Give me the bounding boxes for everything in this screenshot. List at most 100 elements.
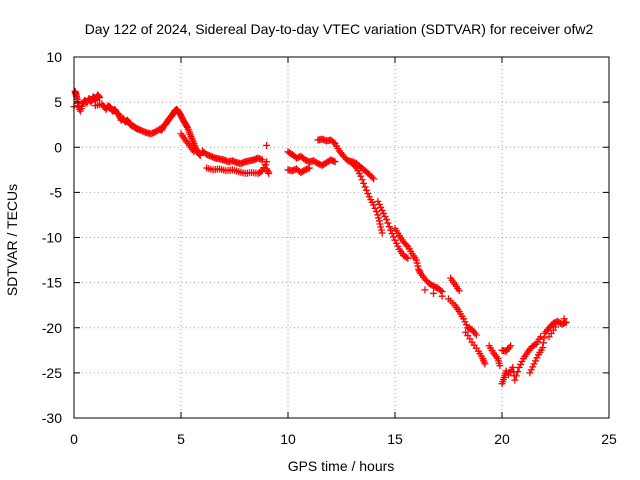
y-tick-label: -20 [42,320,62,336]
data-point [415,265,423,273]
data-point [402,241,410,249]
data-point [376,220,384,228]
y-tick-label: -30 [42,410,62,426]
data-point [509,363,517,371]
data-point [502,367,510,375]
data-point [331,158,339,166]
data-point [178,113,186,121]
data-point [190,148,198,156]
x-tick-label: 0 [70,431,78,447]
data-point [381,212,389,220]
data-point [390,233,398,241]
x-tick-label: 20 [494,431,510,447]
data-point [539,344,547,352]
data-points [70,87,570,388]
data-point [158,125,166,133]
data-point [95,93,103,101]
data-point [374,197,382,205]
data-point [512,372,520,380]
data-point [529,363,537,371]
data-point [330,138,338,146]
data-point [462,321,470,329]
data-point [402,253,410,261]
data-point [96,94,104,102]
y-tick-label: 10 [46,49,62,65]
data-point [539,339,547,347]
y-tick-label: -5 [50,184,63,200]
data-point [377,203,385,211]
data-point [264,168,272,176]
data-point [515,363,523,371]
grid-lines [74,57,609,418]
x-axis-title: GPS time / hours [288,458,395,474]
x-tick-label: 15 [387,431,403,447]
data-point [196,150,204,158]
data-point [375,214,383,222]
data-point [377,226,385,234]
y-tick-label: 5 [54,94,62,110]
data-point [438,292,446,300]
data-point [177,112,185,120]
x-tick-label: 5 [177,431,185,447]
data-point [351,163,359,171]
data-point [378,229,386,237]
x-tick-labels: 0 5 10 15 20 25 [70,431,617,447]
data-point [384,219,392,227]
data-point [261,161,269,169]
x-tick-label: 25 [601,431,617,447]
data-point [518,357,526,365]
data-point [263,166,271,174]
data-point [562,318,570,326]
data-point [362,186,370,194]
x-tick-label: 10 [280,431,296,447]
data-point [263,158,271,166]
data-point [257,168,265,176]
data-point [263,165,271,173]
data-point [461,318,469,326]
data-point [360,179,368,187]
data-point [532,357,540,365]
data-point [430,289,438,297]
data-point [374,211,382,219]
data-point [380,209,388,217]
y-axis-title: SDTVAR / TECUs [4,184,20,296]
data-point [265,169,273,177]
data-point [372,208,380,216]
chart-title: Day 122 of 2024, Sidereal Day-to-day VTE… [85,21,594,37]
data-point [511,376,519,384]
data-point [530,360,538,368]
data-point [540,334,548,342]
y-tick-label: -25 [42,365,62,381]
data-point [375,217,383,225]
data-point [385,223,393,231]
data-point [507,342,515,350]
data-point [560,315,568,323]
data-point [364,190,372,198]
data-point [371,204,379,212]
data-point [414,262,422,270]
data-point [391,236,399,244]
data-point [404,254,412,262]
data-point [455,287,463,295]
data-point [305,164,313,172]
data-point [378,206,386,214]
data-point [537,333,545,341]
y-tick-label: 0 [54,139,62,155]
y-tick-label: -15 [42,275,62,291]
y-tick-labels: -30 -25 -20 -15 -10 -5 0 5 10 [42,49,62,426]
data-point [394,242,402,250]
data-point [368,173,376,181]
data-point [382,215,390,223]
data-point [526,369,534,377]
data-point [496,362,504,370]
data-point [412,256,420,264]
data-point [415,267,423,275]
data-point [258,156,266,164]
data-point [357,172,365,180]
data-point [533,354,541,362]
data-point [358,176,366,184]
y-tick-label: -10 [42,230,62,246]
data-point [552,323,559,331]
data-point [517,360,525,368]
